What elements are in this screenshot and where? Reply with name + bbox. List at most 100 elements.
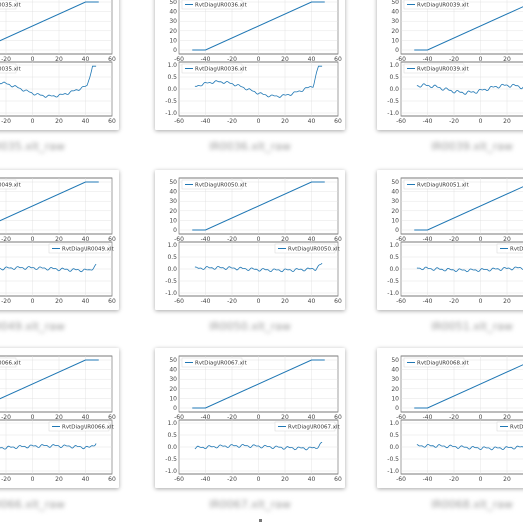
x-tick-label: 0 bbox=[257, 236, 261, 243]
x-tick-label: 20 bbox=[503, 56, 511, 63]
thumbnail-item[interactable]: -60-40-20020406050403020100RvtDiag\lR004… bbox=[0, 170, 119, 340]
y-tick-label: 0 bbox=[173, 405, 177, 412]
bottom-legend bbox=[496, 421, 523, 432]
x-tick-label: 20 bbox=[281, 476, 289, 483]
y-tick-label: 30 bbox=[169, 376, 177, 383]
top-legend-label: RvtDiag\lR0039.xlt bbox=[417, 3, 470, 9]
x-tick-label: -20 bbox=[1, 476, 11, 483]
thumbnail-caption[interactable]: lR0068.xlt_raw bbox=[431, 498, 513, 511]
top-axes bbox=[0, 177, 113, 235]
thumbnail-image[interactable]: -60-40-20020406050403020100RvtDiag\lR003… bbox=[0, 0, 119, 130]
x-tick-label: 20 bbox=[281, 298, 289, 305]
x-tick-label: -20 bbox=[227, 414, 237, 421]
thumbnail-caption[interactable]: lR0067.xlt_raw bbox=[209, 498, 291, 511]
plot-figure: -60-40-20020406050403020100RvtDiag\lR005… bbox=[387, 177, 523, 305]
thumbnail-caption[interactable]: lR0035.xlt_raw bbox=[0, 140, 65, 153]
top-series-line bbox=[414, 6, 523, 51]
plot-figure: -60-40-20020406050403020100RvtDiag\lR004… bbox=[0, 177, 116, 305]
bottom-legend-label: RvtDiag\lR0049.xlt bbox=[62, 247, 115, 253]
thumbnail-image[interactable]: -60-40-20020406050403020100RvtDiag\lR003… bbox=[377, 0, 523, 130]
y-tick-label: 10 bbox=[391, 217, 399, 224]
x-tick-label: 20 bbox=[55, 236, 63, 243]
y-tick-label: 0 bbox=[173, 47, 177, 54]
thumbnail-caption[interactable]: lR0051.xlt_raw bbox=[431, 320, 513, 333]
thumbnail-caption[interactable]: lR0049.xlt_raw bbox=[0, 320, 65, 333]
x-tick-label: 20 bbox=[503, 476, 511, 483]
y-tick-label: 0.0 bbox=[167, 266, 177, 273]
x-tick-label: 60 bbox=[108, 118, 116, 125]
thumbnail-item[interactable]: -60-40-20020406050403020100RvtDiag\lR005… bbox=[377, 170, 523, 340]
x-tick-label: 20 bbox=[503, 298, 511, 305]
y-tick-label: -1.0 bbox=[165, 290, 177, 297]
thumbnail-item[interactable]: -60-40-20020406050403020100RvtDiag\lR003… bbox=[377, 0, 523, 160]
top-legend-label: RvtDiag\lR0068.xlt bbox=[417, 361, 470, 367]
y-tick-label: 40 bbox=[391, 367, 399, 374]
y-tick-label: 30 bbox=[391, 198, 399, 205]
bottom-legend-label: RvtDiag\lR0051.xlt bbox=[510, 247, 523, 253]
thumbnail-caption[interactable]: lR0036.xlt_raw bbox=[209, 140, 291, 153]
bottom-series-line bbox=[194, 262, 323, 273]
x-tick-label: 40 bbox=[82, 236, 90, 243]
y-tick-label: 0.5 bbox=[389, 74, 399, 81]
x-tick-label: 0 bbox=[31, 298, 35, 305]
thumbnail-image[interactable]: -60-40-20020406050403020100RvtDiag\lR006… bbox=[377, 348, 523, 488]
y-tick-label: 10 bbox=[169, 217, 177, 224]
scroll-indicator[interactable] bbox=[259, 519, 262, 522]
y-tick-label: 40 bbox=[169, 9, 177, 16]
top-legend bbox=[0, 179, 17, 190]
bottom-legend-label: RvtDiag\lR0066.xlt bbox=[62, 425, 115, 431]
y-tick-label: -0.5 bbox=[165, 98, 177, 105]
x-tick-label: -20 bbox=[227, 298, 237, 305]
x-tick-label: 40 bbox=[308, 236, 316, 243]
x-tick-label: -20 bbox=[449, 118, 459, 125]
x-tick-label: 20 bbox=[503, 414, 511, 421]
y-tick-label: -1.0 bbox=[387, 290, 399, 297]
thumbnail-image[interactable]: -60-40-20020406050403020100RvtDiag\lR006… bbox=[0, 348, 119, 488]
x-tick-label: -60 bbox=[174, 476, 184, 483]
x-tick-label: 0 bbox=[479, 298, 483, 305]
bottom-series-line bbox=[0, 65, 97, 98]
y-tick-label: 0.0 bbox=[167, 86, 177, 93]
y-tick-label: 50 bbox=[391, 357, 399, 364]
thumbnail-caption[interactable]: lR0066.xlt_raw bbox=[0, 498, 65, 511]
bottom-legend-label: RvtDiag\lR0068.xlt bbox=[510, 425, 523, 431]
y-tick-label: -1.0 bbox=[165, 468, 177, 475]
bottom-legend-label: RvtDiag\lR0050.xlt bbox=[288, 247, 341, 253]
y-tick-label: 1.0 bbox=[389, 242, 399, 249]
x-tick-label: 0 bbox=[257, 56, 261, 63]
x-tick-label: 0 bbox=[257, 476, 261, 483]
top-series-line bbox=[0, 181, 99, 222]
y-tick-label: -0.5 bbox=[165, 278, 177, 285]
plot-figure: -60-40-20020406050403020100RvtDiag\lR003… bbox=[0, 0, 116, 125]
x-tick-label: 20 bbox=[503, 236, 511, 243]
x-tick-label: -40 bbox=[201, 414, 211, 421]
thumbnail-image[interactable]: -60-40-20020406050403020100RvtDiag\lR004… bbox=[0, 170, 119, 310]
thumbnail-image[interactable]: -60-40-20020406050403020100RvtDiag\lR005… bbox=[377, 170, 523, 310]
plot-figure: -60-40-20020406050403020100RvtDiag\lR006… bbox=[387, 355, 523, 483]
y-tick-label: -0.5 bbox=[387, 278, 399, 285]
thumbnail-item[interactable]: -60-40-20020406050403020100RvtDiag\lR006… bbox=[377, 348, 523, 518]
thumbnail-item[interactable]: -60-40-20020406050403020100RvtDiag\lR006… bbox=[0, 348, 119, 518]
y-tick-label: -1.0 bbox=[387, 110, 399, 117]
x-tick-label: -20 bbox=[449, 56, 459, 63]
x-tick-label: 60 bbox=[108, 236, 116, 243]
y-tick-label: 1.0 bbox=[167, 242, 177, 249]
x-tick-label: -40 bbox=[423, 298, 433, 305]
x-tick-label: 20 bbox=[281, 56, 289, 63]
x-tick-label: -60 bbox=[396, 298, 406, 305]
thumbnail-caption[interactable]: lR0039.xlt_raw bbox=[431, 140, 513, 153]
x-tick-label: 60 bbox=[334, 476, 342, 483]
x-tick-label: 40 bbox=[308, 56, 316, 63]
y-tick-label: 10 bbox=[391, 37, 399, 44]
y-tick-label: 10 bbox=[169, 37, 177, 44]
x-tick-label: -20 bbox=[227, 476, 237, 483]
thumbnail-caption[interactable]: lR0050.xlt_raw bbox=[209, 320, 291, 333]
thumbnail-item[interactable]: -60-40-20020406050403020100RvtDiag\lR003… bbox=[0, 0, 119, 160]
y-tick-label: 0.5 bbox=[167, 254, 177, 261]
